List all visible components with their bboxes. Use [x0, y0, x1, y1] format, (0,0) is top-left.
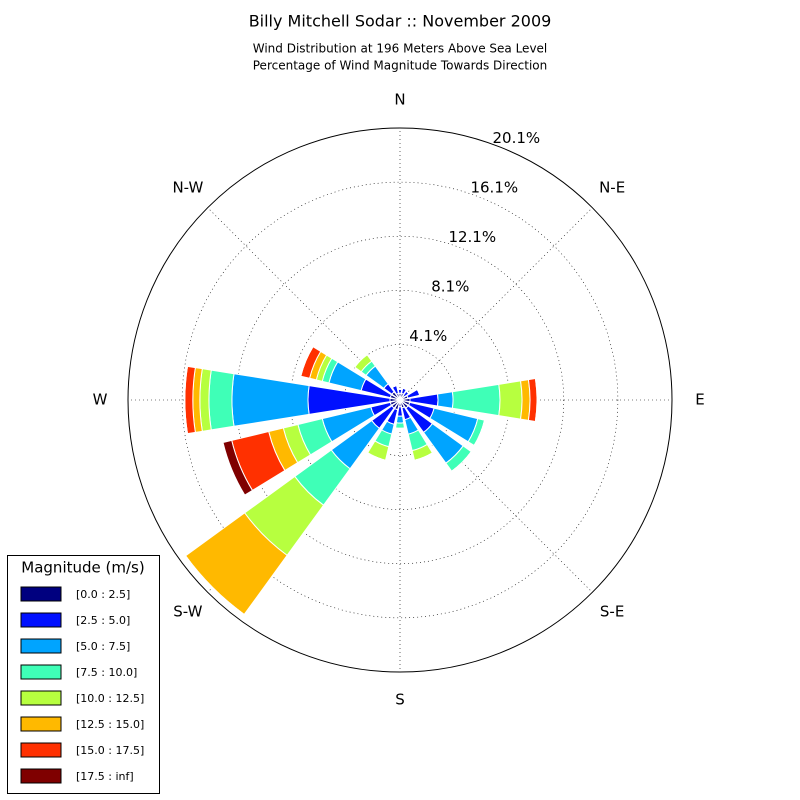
legend-swatch	[20, 586, 62, 602]
legend-swatch	[20, 742, 62, 758]
legend-swatch	[20, 690, 62, 706]
direction-label: N-E	[599, 178, 625, 196]
bar-segment	[498, 380, 523, 420]
r-tick-label: 4.1%	[409, 327, 447, 345]
bar-segment	[436, 391, 454, 409]
chart-subtitle: Wind Distribution at 196 Meters Above Se…	[253, 42, 548, 56]
legend-label: [15.0 : 17.5]	[76, 744, 144, 757]
polar-frame	[127, 127, 673, 673]
bar-segment	[534, 378, 538, 422]
chart-subtitle: Percentage of Wind Magnitude Towards Dir…	[253, 59, 547, 73]
grid-circle	[181, 181, 619, 619]
legend-label: [7.5 : 10.0]	[76, 666, 137, 679]
bar-segment	[473, 420, 486, 446]
direction-label: N-W	[172, 178, 203, 196]
legend-swatch	[20, 638, 62, 654]
bar-segment	[391, 385, 397, 388]
direction-label: S-E	[600, 603, 624, 621]
legend-label: [17.5 : inf]	[76, 770, 134, 783]
r-tick-label: 8.1%	[431, 278, 469, 296]
direction-label: N	[394, 91, 405, 109]
legend-swatch	[20, 664, 62, 680]
legend-title: Magnitude (m/s)	[21, 559, 144, 577]
r-tick-label: 16.1%	[470, 179, 518, 197]
legend-label: [12.5 : 15.0]	[76, 718, 144, 731]
grid-spoke	[399, 399, 593, 593]
r-tick-label: 12.1%	[448, 228, 496, 246]
r-tick-label: 20.1%	[492, 129, 540, 147]
direction-label: W	[93, 391, 108, 409]
bar-segment	[394, 422, 406, 429]
bar-segment	[208, 369, 235, 431]
bar-segment	[519, 379, 531, 421]
direction-label: S-W	[173, 603, 202, 621]
bar-segment	[222, 439, 254, 496]
grid-spoke	[207, 207, 401, 401]
legend-label: [2.5 : 5.0]	[76, 614, 130, 627]
grid-spoke	[399, 207, 593, 401]
grid-circle	[235, 235, 565, 565]
bar-segment	[354, 354, 368, 368]
bar-segment	[367, 452, 386, 461]
legend: Magnitude (m/s) [0.0 : 2.5] [2.5 : 5.0] [5.…	[7, 555, 160, 794]
chart-title: Billy Mitchell Sodar :: November 2009	[249, 12, 552, 31]
bar-segment	[397, 388, 403, 394]
bar-segment	[395, 415, 405, 424]
bar-segment	[185, 555, 245, 615]
direction-label: S	[395, 691, 405, 709]
direction-label: E	[695, 391, 704, 409]
legend-swatch	[20, 612, 62, 628]
bar-segment	[416, 389, 421, 396]
legend-label: [10.0 : 12.5]	[76, 692, 144, 705]
legend-label: [0.0 : 2.5]	[76, 588, 130, 601]
legend-swatch	[20, 768, 62, 784]
legend-label: [5.0 : 7.5]	[76, 640, 130, 653]
legend-swatch	[20, 716, 62, 732]
bar-segment	[184, 366, 188, 434]
